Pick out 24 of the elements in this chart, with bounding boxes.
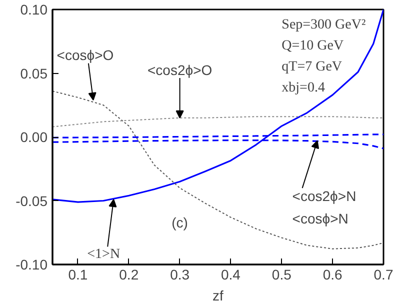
y-tick-label: -0.05 bbox=[16, 192, 48, 209]
annotation: <cosϕ>N bbox=[292, 210, 348, 226]
y-tick-label: 0.00 bbox=[20, 129, 48, 145]
line-series bbox=[52, 10, 384, 203]
annotation: <1>N bbox=[87, 246, 120, 262]
x-tick-label: 0.1 bbox=[68, 266, 88, 282]
y-tick-label: 0.05 bbox=[20, 65, 48, 82]
annotation: xbj=0.4 bbox=[282, 80, 325, 96]
annotation: <cos2ϕ>N bbox=[292, 188, 356, 204]
annotation: (c) bbox=[172, 214, 188, 230]
y-tick-label: 0.10 bbox=[20, 2, 48, 18]
x-tick-label: 0.5 bbox=[272, 266, 292, 282]
y-tick-label: -0.10 bbox=[16, 256, 48, 272]
annotation: <cosϕ>O bbox=[56, 47, 114, 64]
x-tick-label: 0.4 bbox=[221, 266, 241, 282]
annotation: <cos2ϕ>O bbox=[147, 62, 212, 78]
annotation: Sep=300 GeV² bbox=[282, 17, 366, 32]
x-tick-label: 0.7 bbox=[374, 266, 394, 282]
x-tick-label: 0.2 bbox=[119, 266, 139, 282]
x-axis-title: zf bbox=[212, 288, 224, 304]
x-tick-label: 0.3 bbox=[170, 266, 190, 282]
annotation: Q=10 GeV bbox=[282, 38, 344, 54]
annotation: qT=7 GeV bbox=[282, 59, 342, 74]
x-tick-label: 0.6 bbox=[322, 266, 343, 282]
